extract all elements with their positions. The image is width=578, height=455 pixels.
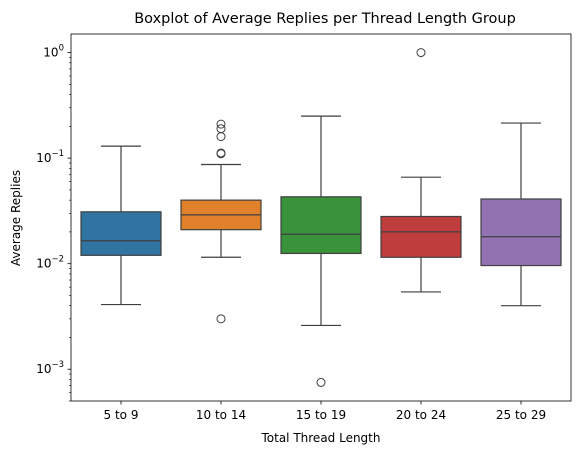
outlier-point	[216, 124, 226, 134]
x-tick-label: 20 to 24	[396, 408, 446, 422]
axes-frame	[70, 33, 572, 402]
box-group-4	[380, 48, 462, 293]
box	[480, 198, 562, 267]
x-tick-label: 15 to 19	[296, 408, 346, 422]
box	[380, 215, 462, 258]
outlier-point	[316, 377, 326, 387]
y-tick-label: 10−1	[36, 149, 64, 165]
y-tick-label: 10−3	[36, 360, 64, 376]
chart-title: Boxplot of Average Replies per Thread Le…	[134, 11, 516, 27]
box-group-3	[280, 115, 362, 387]
outlier-point	[216, 119, 226, 129]
outlier-point	[216, 148, 226, 158]
box-group-1	[80, 145, 162, 306]
x-tick-label: 25 to 29	[496, 408, 546, 422]
box-group-2	[180, 119, 262, 324]
box	[80, 211, 162, 256]
outlier-point	[216, 132, 226, 142]
y-tick-label: 100	[43, 44, 64, 60]
y-tick-label: 10−2	[36, 255, 64, 271]
outlier-point	[416, 48, 426, 58]
box-group-5	[480, 122, 562, 307]
x-tick-label: 5 to 9	[104, 408, 139, 422]
outlier-point	[216, 314, 226, 324]
box	[280, 196, 362, 255]
y-axis-label: Average Replies	[9, 170, 23, 266]
plot-area: 10−3 10−2 10−1 100 5 to 9 10 to 14 15 to 19 20 …	[36, 33, 572, 422]
x-tick-label: 10 to 14	[196, 408, 246, 422]
x-axis-label: Total Thread Length	[260, 431, 380, 445]
